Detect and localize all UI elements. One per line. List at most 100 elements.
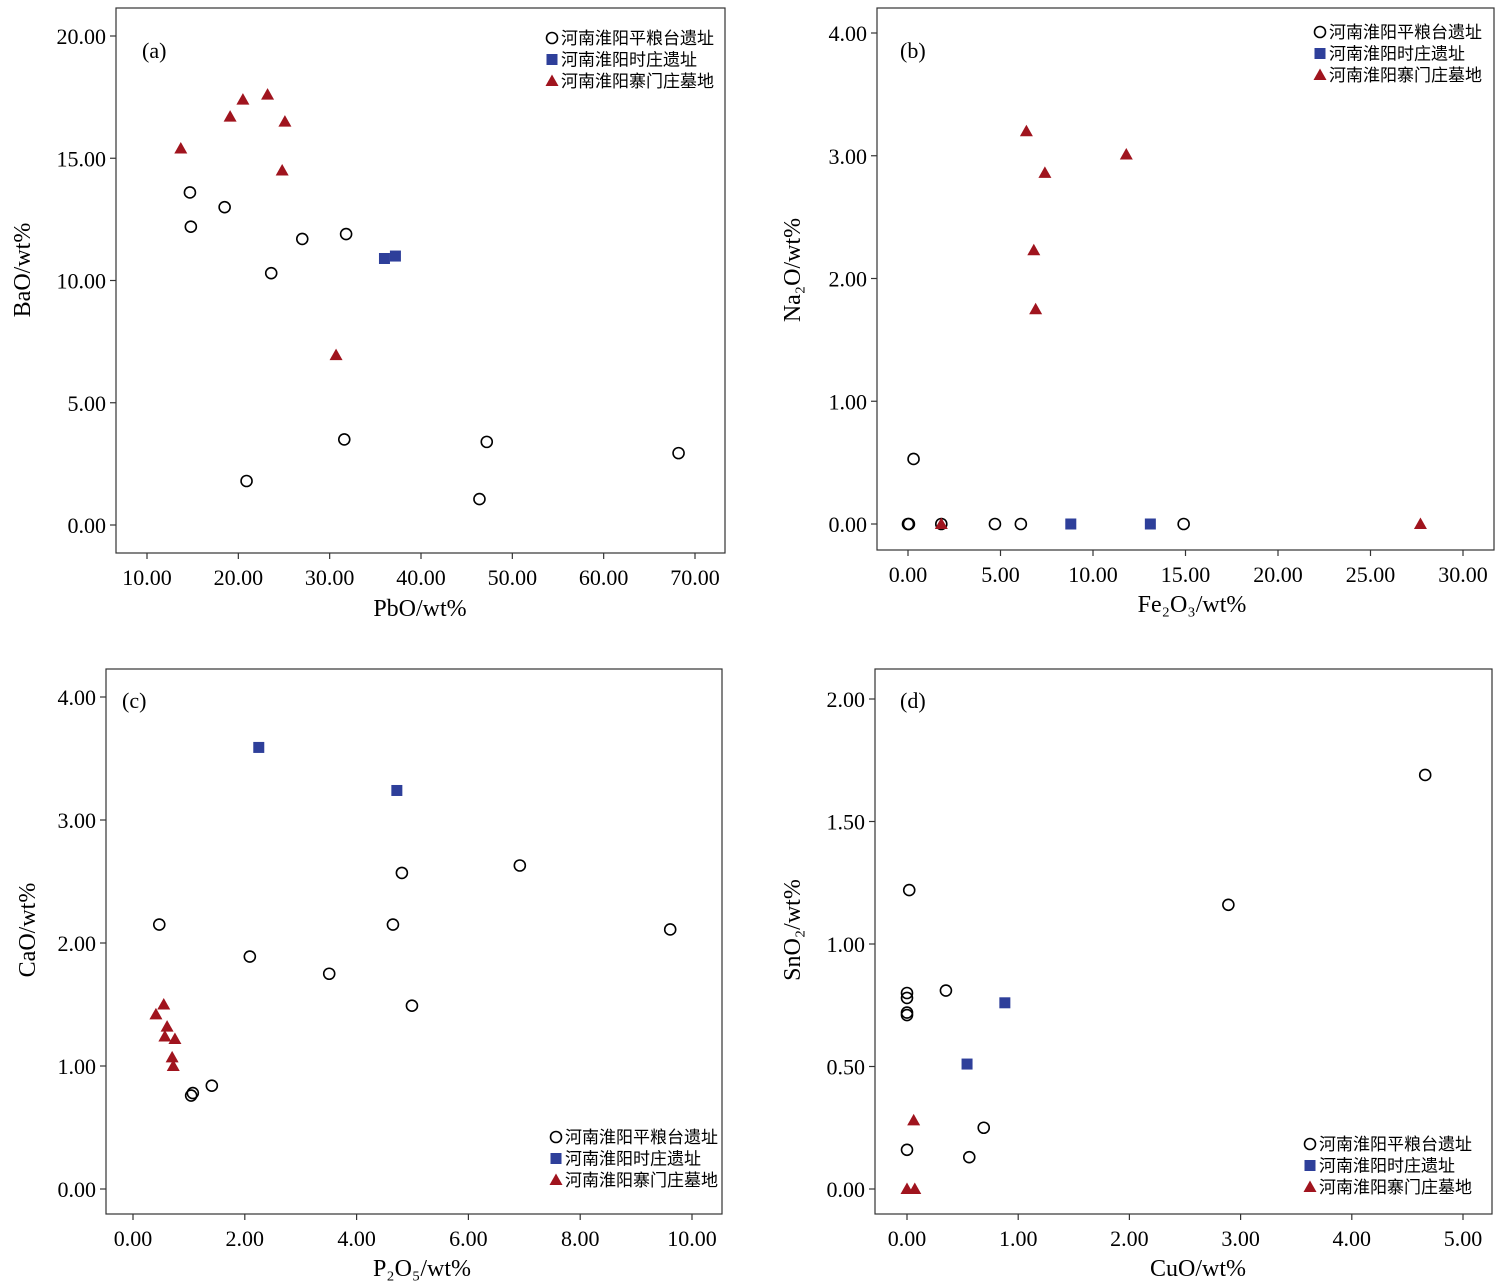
y-axis-label: Na₂O/wt% [780, 218, 806, 322]
data-point-circle [243, 950, 257, 963]
data-point-circle [962, 1150, 976, 1164]
y-tick-label: 5.00 [68, 391, 107, 416]
x-tick-label: 10.00 [667, 1226, 717, 1251]
scatter-panel-a: 10.00 20.00 30.00 40.00 50.00 60.00 70.00 0.00 5… [10, 7, 726, 622]
data-point-triangle [160, 1020, 174, 1032]
data-point-triangle [1413, 517, 1427, 529]
x-tick-label: 0.00 [889, 562, 928, 587]
data-point-triangle [261, 88, 275, 100]
data-point-triangle [329, 348, 343, 361]
data-point-triangle [174, 141, 188, 154]
data-point-triangle [168, 1032, 182, 1044]
data-point-circle [184, 1089, 198, 1102]
data-point-square [1144, 518, 1156, 530]
data-point-circle [900, 986, 914, 1000]
y-tick-label: 15.00 [57, 146, 107, 171]
data-point-triangle [236, 93, 250, 105]
data-point-triangle [907, 1113, 921, 1126]
data-point-triangle [1038, 166, 1052, 178]
data-point-circle [1014, 517, 1028, 531]
data-point-circle [513, 859, 527, 872]
y-tick-label: 2.00 [58, 931, 97, 956]
legend-entry-label: 河南淮阳时庄遗址 [1319, 1157, 1455, 1177]
x-tick-label: 3.00 [1221, 1226, 1260, 1251]
plot-frame [874, 668, 1493, 1215]
data-point-triangle [157, 998, 171, 1010]
legend-entry-label: 河南淮阳时庄遗址 [565, 1150, 701, 1170]
data-point-circle [1418, 768, 1432, 782]
y-tick-label: 0.50 [827, 1055, 866, 1080]
data-point-square [999, 997, 1011, 1009]
x-tick-label: 2.00 [226, 1226, 265, 1251]
panel-label: (d) [900, 688, 926, 713]
x-tick-label: 40.00 [396, 565, 446, 590]
x-tick-label: 30.00 [305, 565, 355, 590]
data-point-triangle [278, 115, 292, 127]
series-circle [183, 186, 685, 506]
series-circle [152, 859, 677, 1102]
data-point-circle [183, 186, 197, 199]
x-tick-label: 30.00 [1438, 562, 1488, 587]
x-tick-label: 0.00 [114, 1226, 153, 1251]
data-point-circle [977, 1121, 991, 1135]
y-axis-label: BaO/wt% [10, 223, 36, 318]
panel-label: (a) [142, 38, 166, 63]
y-tick-label: 1.00 [827, 932, 866, 957]
data-point-triangle [166, 1059, 180, 1071]
data-point-circle [473, 492, 486, 506]
x-tick-label: 2.00 [1110, 1226, 1149, 1251]
panel-label: (b) [900, 38, 926, 63]
y-tick-label: 2.00 [829, 267, 868, 292]
x-tick-label: 20.00 [214, 565, 264, 590]
data-point-circle [663, 923, 677, 936]
legend-square-icon [1314, 48, 1326, 59]
data-point-circle [939, 984, 953, 997]
x-axis-label: CuO/wt% [1150, 1256, 1246, 1282]
y-tick-label: 0.00 [68, 513, 107, 538]
x-tick-label: 25.00 [1346, 562, 1396, 587]
series-square [378, 250, 401, 264]
data-point-circle [900, 1143, 914, 1157]
x-tick-label: 8.00 [561, 1226, 600, 1251]
y-tick-label: 3.00 [58, 808, 97, 833]
legend-square-icon [1304, 1160, 1316, 1171]
data-point-triangle [165, 1050, 179, 1063]
x-axis-label: P₂O₅/wt% [373, 1256, 471, 1282]
y-tick-label: 4.00 [829, 21, 868, 46]
data-point-circle [1222, 898, 1235, 912]
series-triangle [934, 124, 1427, 529]
series-circle [900, 768, 1432, 1164]
data-point-triangle [223, 110, 237, 122]
x-tick-label: 4.00 [337, 1226, 376, 1251]
data-point-circle [902, 883, 916, 897]
data-point-circle [907, 452, 920, 466]
data-point-circle [988, 517, 1002, 531]
panel-label: (c) [122, 688, 146, 713]
data-point-circle [405, 999, 419, 1013]
legend-triangle-icon [1313, 68, 1327, 80]
data-point-triangle [1019, 124, 1033, 137]
data-point-circle [900, 1008, 914, 1022]
x-axis-label: PbO/wt% [373, 596, 466, 622]
data-point-circle [337, 433, 351, 446]
data-point-triangle [149, 1007, 163, 1020]
legend-circle-icon [545, 31, 559, 45]
data-point-triangle [158, 1029, 172, 1042]
legend-entry-label: 河南淮阳寨门庄墓地 [1319, 1178, 1472, 1198]
x-tick-label: 0.00 [888, 1226, 927, 1251]
x-tick-label: 10.00 [122, 565, 172, 590]
data-point-circle [900, 991, 914, 1005]
x-tick-label: 1.00 [999, 1226, 1038, 1251]
data-point-triangle [934, 517, 948, 529]
data-point-triangle [1119, 148, 1133, 160]
data-point-circle [480, 435, 494, 449]
data-point-square [253, 741, 265, 753]
data-point-square [391, 784, 403, 796]
y-tick-label: 10.00 [57, 269, 107, 294]
data-point-circle [322, 967, 336, 981]
data-point-square [961, 1058, 973, 1070]
data-point-circle [152, 918, 166, 931]
